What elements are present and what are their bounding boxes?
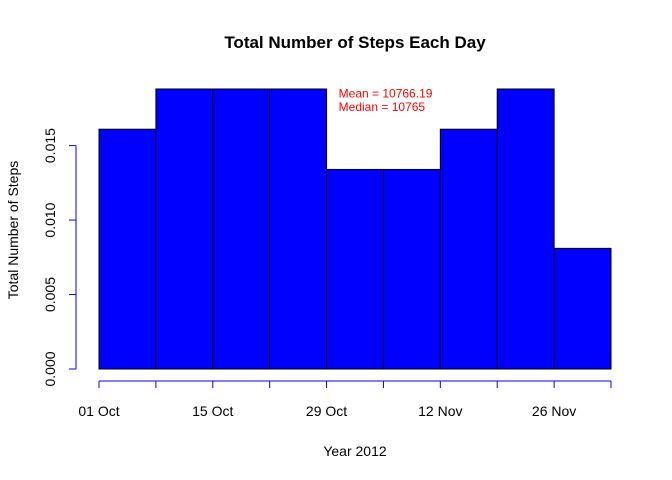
- x-axis: 01 Oct 15 Oct 29 Oct 12 Nov 26 Nov: [78, 380, 612, 419]
- histogram-bar-5: [382, 168, 441, 370]
- x-tick-label-2: 29 Oct: [306, 403, 347, 419]
- bars-group: [98, 88, 612, 370]
- histogram-bar-7: [496, 88, 555, 370]
- annotation-1: Median = 10765: [339, 100, 426, 114]
- y-axis: 0.000 0.005 0.010 0.015: [42, 128, 77, 387]
- x-axis-label: Year 2012: [323, 443, 387, 459]
- y-tick-label-3: 0.015: [42, 128, 58, 163]
- histogram-bar-2: [212, 88, 271, 370]
- y-tick-label-2: 0.010: [42, 202, 58, 237]
- x-tick-label-1: 15 Oct: [192, 403, 233, 419]
- chart-title: Total Number of Steps Each Day: [224, 33, 486, 52]
- x-tick-label-4: 26 Nov: [532, 403, 576, 419]
- y-tick-label-1: 0.005: [42, 277, 58, 312]
- y-tick-label-0: 0.000: [42, 351, 58, 386]
- histogram-bar-8: [553, 247, 612, 370]
- histogram-bar-4: [326, 168, 384, 370]
- annotation-0: Mean = 10766.19: [339, 86, 433, 100]
- x-tick-label-0: 01 Oct: [78, 403, 119, 419]
- histogram-bar-0: [98, 128, 157, 370]
- histogram-bar-6: [439, 128, 498, 370]
- y-axis-label: Total Number of Steps: [5, 161, 21, 300]
- histogram-bar-3: [269, 88, 328, 370]
- x-tick-label-3: 12 Nov: [418, 403, 462, 419]
- histogram-bar-1: [155, 88, 214, 370]
